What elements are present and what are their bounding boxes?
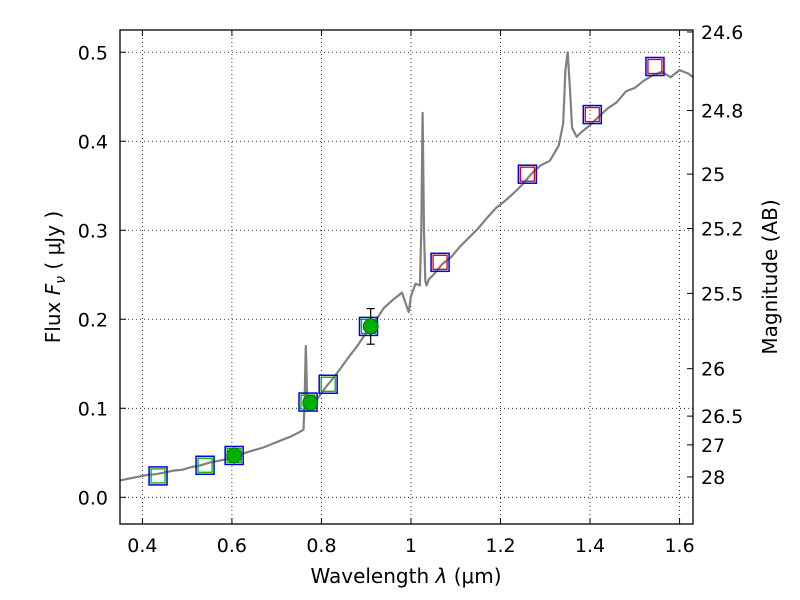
model-flux-point xyxy=(517,164,538,184)
tick-marks xyxy=(120,30,693,524)
y2-axis-title: Magnitude (AB) xyxy=(758,199,782,354)
synthetic-point-green xyxy=(320,376,336,392)
grid-lines xyxy=(120,30,693,524)
spectrum-layer xyxy=(119,51,694,482)
observed-point xyxy=(362,318,379,335)
model-flux-point xyxy=(148,466,168,486)
model-flux-point xyxy=(224,445,244,466)
y-tick-label: 0.2 xyxy=(78,309,108,331)
spectrum-line xyxy=(119,51,694,482)
model-flux-point xyxy=(195,455,215,476)
y-tick-label: 0.1 xyxy=(78,398,108,420)
y-tick-label: 0.4 xyxy=(78,131,108,153)
y-tick-label: 0.3 xyxy=(78,220,108,242)
synthetic-point-red xyxy=(647,58,663,75)
model-flux-point xyxy=(318,374,338,395)
synthetic-point-red xyxy=(432,254,448,270)
y2-tick-label: 28 xyxy=(701,467,725,489)
y2-tick-label: 25.5 xyxy=(701,283,743,305)
synthetic-point-green xyxy=(197,457,213,473)
marker-layer xyxy=(148,56,665,486)
y2-tick-label: 24.8 xyxy=(701,101,743,123)
x-tick-label: 0.6 xyxy=(217,535,247,557)
y2-tick-label: 26.5 xyxy=(701,406,743,428)
x-tick-label: 0.4 xyxy=(127,535,157,557)
y2-tick-label: 27 xyxy=(701,435,725,457)
synthetic-point-green xyxy=(150,468,166,484)
x-axis-title: Wavelength λ (μm) xyxy=(310,564,501,588)
y2-tick-label: 26 xyxy=(701,359,725,381)
x-tick-label: 1.4 xyxy=(575,535,605,557)
y-tick-label: 0.0 xyxy=(78,487,108,509)
observed-point xyxy=(302,395,319,411)
y2-tick-label: 24.6 xyxy=(701,22,743,44)
y-tick-label: 0.5 xyxy=(78,42,108,64)
y2-tick-label: 25.2 xyxy=(701,218,743,240)
observed-point xyxy=(226,447,243,464)
plot-frame xyxy=(119,29,694,525)
y2-tick-label: 25 xyxy=(701,164,725,186)
model-flux-point xyxy=(582,104,603,125)
x-tick-label: 1.2 xyxy=(485,535,515,557)
x-tick-label: 1.6 xyxy=(664,535,694,557)
y-axis-title: Flux Fν ( μJy ) xyxy=(41,211,69,343)
x-tick-label: 0.8 xyxy=(306,535,336,557)
model-flux-point xyxy=(645,56,665,77)
synthetic-point-red xyxy=(584,106,600,123)
x-tick-label: 1 xyxy=(405,535,417,557)
model-flux-point xyxy=(430,252,450,273)
synthetic-point-red xyxy=(519,166,536,182)
tick-labels: 0.4 0.6 0.8 1 1.2 1.4 1.6 0.0 0.1 0.2 0.3 0.4 0.5 24.… xyxy=(78,22,744,557)
